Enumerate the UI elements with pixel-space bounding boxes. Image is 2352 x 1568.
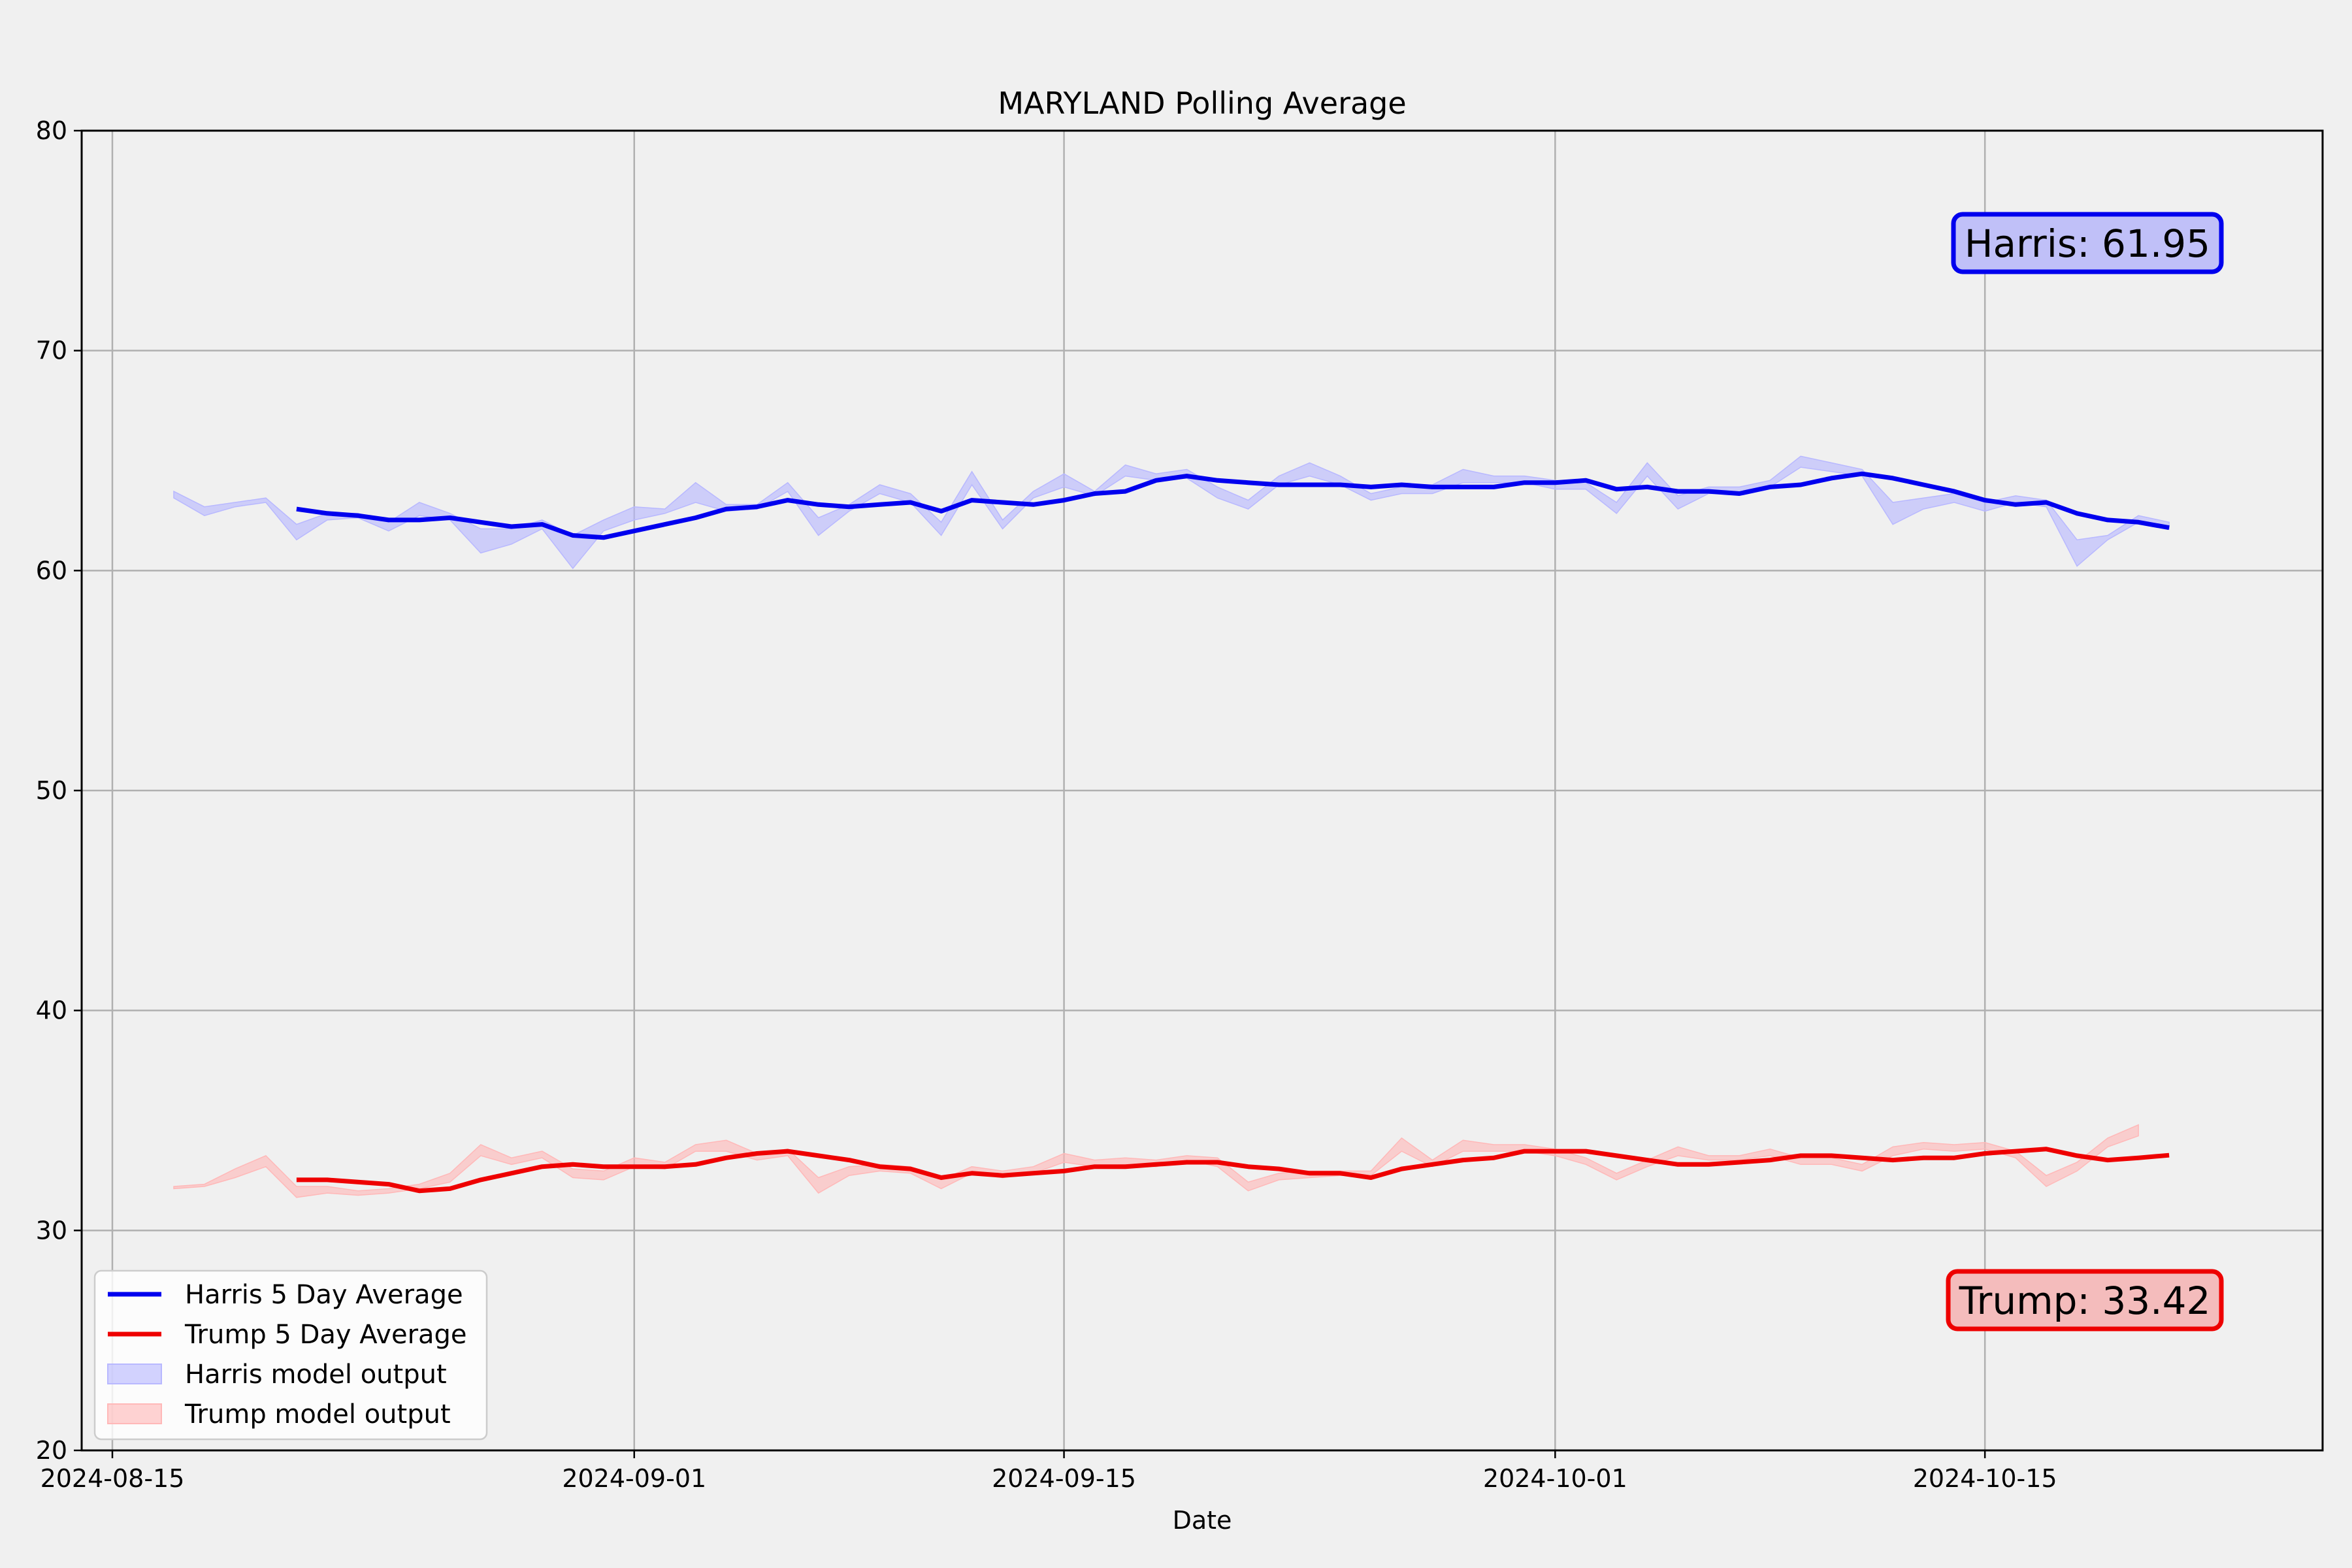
harris-annotation-text: Harris: 61.95 — [1965, 221, 2210, 266]
legend-harris-model-label: Harris model output — [185, 1360, 447, 1390]
trump-annotation-box — [1946, 1269, 2224, 1331]
y-tick-label: 70 — [36, 336, 67, 365]
average-lines — [296, 471, 2170, 1194]
legend-trump-model-label: Trump model output — [184, 1399, 451, 1429]
x-tick-label: 2024-09-01 — [562, 1464, 706, 1493]
legend-trump-model-swatch — [107, 1403, 162, 1424]
harris-annotation-box — [1951, 212, 2224, 274]
trump-annotation-text: Trump: 33.42 — [1959, 1279, 2211, 1323]
x-tick-label: 2024-10-01 — [1483, 1464, 1627, 1493]
x-tick-label: 2024-08-15 — [41, 1464, 185, 1493]
legend-trump-average-label: Trump 5 Day Average — [184, 1320, 467, 1350]
harris-average-line — [296, 471, 2170, 540]
y-tick-label: 60 — [36, 556, 67, 585]
x-tick-label: 2024-10-15 — [1913, 1464, 2057, 1493]
y-tick-label: 30 — [36, 1216, 67, 1245]
grid — [82, 131, 2323, 1450]
y-tick-label: 20 — [36, 1436, 67, 1465]
legend-box — [93, 1269, 488, 1441]
legend: Harris 5 Day Average Trump 5 Day Average H… — [93, 1269, 488, 1441]
chart-title: MARYLAND Polling Average — [998, 86, 1406, 121]
legend-harris-average-label: Harris 5 Day Average — [185, 1280, 463, 1310]
annotations: Harris: 61.95 Trump: 33.42 — [1946, 212, 2224, 1331]
y-tick-label: 50 — [36, 776, 67, 805]
y-tick-label: 80 — [36, 116, 67, 145]
axis-ticks: 20 30 40 50 60 70 80 2024-08-15 2024-09-01 2024-0… — [36, 116, 2057, 1493]
y-tick-label: 40 — [36, 996, 67, 1025]
legend-harris-model-swatch — [107, 1364, 162, 1384]
x-tick-label: 2024-09-15 — [992, 1464, 1136, 1493]
trump-model-band — [173, 1124, 2139, 1198]
x-axis-label: Date — [1173, 1506, 1232, 1535]
trump-average-line — [296, 1147, 2170, 1194]
